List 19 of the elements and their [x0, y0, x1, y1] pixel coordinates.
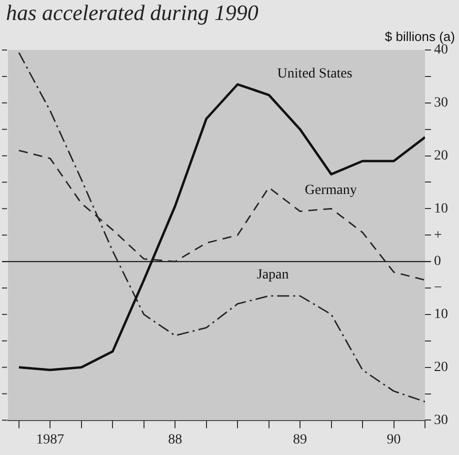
y-tick-label: 0 [434, 254, 441, 270]
series-label: Japan [256, 268, 289, 283]
y-tick-label: 30 [434, 412, 448, 428]
chart-title: has accelerated during 1990 [6, 0, 258, 26]
y-tick-label: 10 [434, 201, 448, 216]
y-tick-label: + [434, 228, 442, 243]
y-axis-title: $ billions (a) [384, 29, 455, 44]
x-tick-label: 90 [386, 432, 401, 448]
x-tick-label: 88 [168, 432, 182, 448]
y-tick-label: 20 [434, 148, 448, 164]
y-tick-label: 10 [434, 307, 448, 322]
x-tick-label: 1987 [36, 432, 64, 448]
y-tick-label: 20 [434, 360, 448, 375]
series-label: Germany [304, 183, 357, 198]
series-label: United States [277, 66, 352, 82]
y-tick-label: − [434, 280, 442, 296]
y-tick-label: 30 [434, 96, 448, 111]
x-tick-label: 89 [293, 432, 308, 448]
y-tick-label: 40 [434, 42, 448, 58]
